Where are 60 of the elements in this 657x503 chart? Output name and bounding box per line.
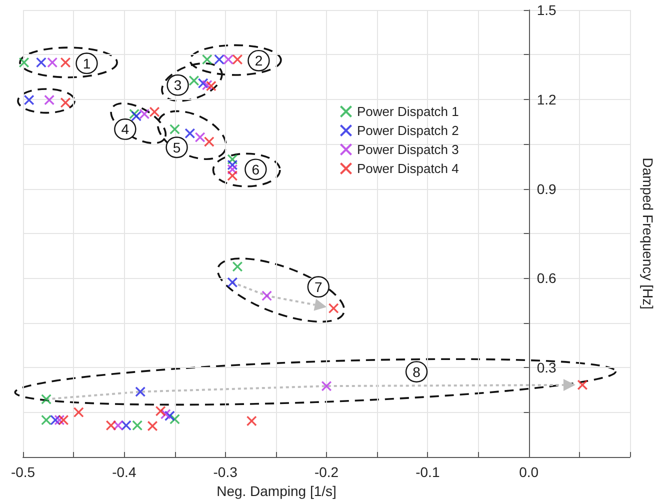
point — [262, 290, 272, 301]
point — [74, 407, 84, 418]
point — [60, 57, 70, 68]
legend-label: Power Dispatch 4 — [357, 161, 459, 176]
point — [184, 128, 195, 138]
point — [147, 421, 158, 432]
y-tick-label: 0.6 — [536, 270, 557, 286]
point — [41, 394, 52, 404]
point — [227, 170, 238, 181]
x-tick-label: -0.4 — [112, 464, 136, 480]
legend-label: Power Dispatch 1 — [357, 104, 459, 119]
point — [139, 109, 150, 119]
y-tick-label: 1.2 — [536, 91, 557, 108]
point — [47, 57, 58, 68]
x-tick-label: -0.1 — [416, 464, 440, 480]
y-axis-title: Damped Frequency [Hz] — [640, 158, 656, 310]
point — [135, 386, 146, 397]
legend-label: Power Dispatch 2 — [357, 123, 459, 138]
point — [106, 420, 116, 430]
point — [156, 406, 166, 416]
annotation: 8 — [412, 364, 421, 380]
point — [202, 54, 212, 64]
annotation: 5 — [172, 139, 181, 156]
point — [246, 416, 257, 426]
legend-label: Power Dispatch 3 — [357, 142, 459, 157]
point — [227, 277, 238, 288]
x-tick-label: -0.5 — [10, 464, 36, 480]
point — [322, 381, 332, 392]
point — [36, 57, 46, 68]
point — [58, 415, 68, 426]
point — [223, 54, 234, 64]
point — [44, 94, 54, 105]
point — [60, 98, 70, 108]
point — [41, 415, 52, 426]
point — [132, 420, 142, 430]
y-tick-label: 1.5 — [536, 2, 557, 18]
point — [188, 76, 199, 86]
point — [232, 262, 242, 272]
point — [150, 106, 160, 117]
point — [577, 380, 588, 390]
annotation: 6 — [252, 161, 260, 178]
point — [328, 303, 339, 314]
point — [204, 136, 214, 147]
point — [131, 111, 142, 122]
y-tick-label: 0.3 — [536, 360, 557, 376]
x-tick-label: -0.2 — [314, 464, 339, 480]
x-axis-title: Neg. Damping [1/s] — [216, 483, 336, 499]
point — [19, 57, 30, 68]
annotation: 7 — [314, 278, 323, 295]
annotation: 3 — [174, 77, 182, 94]
x-tick-label: -0.3 — [213, 464, 238, 480]
point — [206, 80, 216, 91]
annotation: 1 — [82, 55, 91, 72]
point — [232, 54, 242, 64]
y-tick-label: 0.9 — [536, 180, 557, 197]
annotation: 2 — [254, 52, 263, 69]
point — [170, 124, 180, 134]
x-tick-label: 0.0 — [519, 464, 539, 480]
annotation: 4 — [121, 121, 130, 138]
point — [24, 94, 34, 105]
